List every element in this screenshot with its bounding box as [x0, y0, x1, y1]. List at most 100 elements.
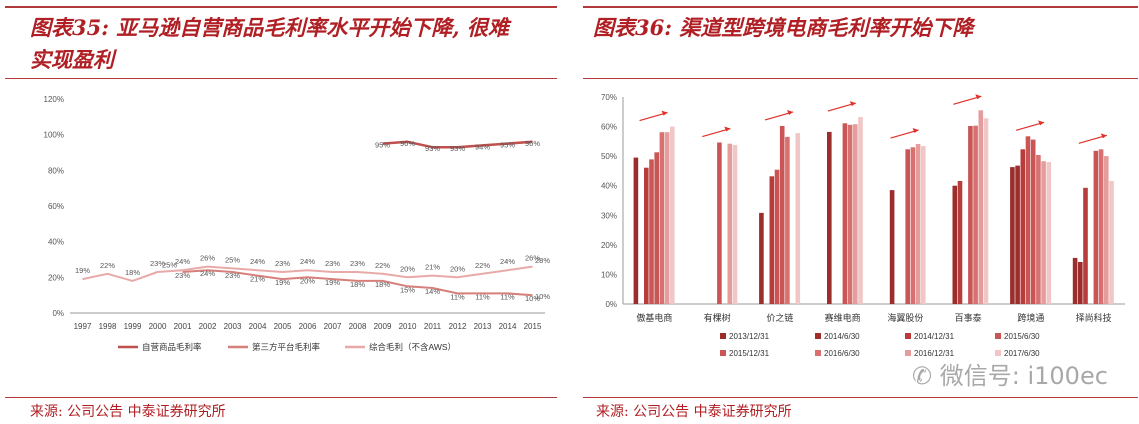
bar: [727, 143, 733, 304]
legend-label: 第三方平台毛利率: [252, 342, 321, 352]
data-label: 25%: [225, 255, 240, 264]
data-label: 24%: [175, 257, 190, 266]
x-tick-label: 跨境通: [1017, 312, 1044, 323]
data-label: 23%: [150, 259, 165, 268]
bar: [1025, 136, 1031, 304]
legend-swatch: [995, 333, 1001, 339]
y-tick-label: 50%: [601, 152, 617, 161]
x-tick-label: 2002: [199, 322, 217, 331]
bar: [732, 144, 738, 304]
data-label: 18%: [375, 280, 390, 289]
data-label: 22%: [100, 261, 115, 270]
x-tick-label: 有棵树: [704, 312, 731, 323]
data-label: 18%: [125, 268, 140, 277]
y-tick-label: 100%: [44, 131, 64, 140]
watermark-text: 微信号: i100ec: [939, 362, 1108, 390]
data-label: 10%: [525, 294, 540, 303]
x-tick-label: 2009: [374, 322, 392, 331]
bar: [785, 136, 790, 304]
x-tick-label: 2010: [399, 322, 417, 331]
trend-arrow: [953, 95, 982, 105]
x-tick-label: 价之链: [766, 312, 793, 323]
trend-arrow: [764, 111, 794, 121]
x-tick-label: 2011: [424, 322, 442, 331]
trend-arrow-head: [661, 110, 668, 116]
data-label: 24%: [200, 269, 215, 278]
data-label: 22%: [375, 261, 390, 270]
bar: [644, 167, 649, 304]
trend-arrow: [890, 129, 919, 139]
bar: [952, 185, 958, 304]
bar: [1020, 149, 1026, 304]
legend-label: 2014/12/31: [914, 332, 955, 341]
legend-label: 2013/12/31: [729, 332, 770, 341]
bar: [858, 117, 863, 304]
bar: [853, 124, 858, 304]
bar: [1030, 139, 1036, 304]
data-label: 19%: [75, 266, 90, 275]
bar: [1041, 161, 1046, 304]
bar: [1078, 262, 1083, 304]
bar: [910, 147, 916, 304]
x-tick-label: 1997: [74, 322, 92, 331]
data-label: 11%: [475, 292, 490, 301]
data-label: 15%: [400, 285, 415, 294]
x-tick-label: 2000: [149, 322, 167, 331]
bar: [759, 212, 764, 304]
legend-label: 2015/12/31: [729, 349, 770, 358]
legend-label: 2014/6/30: [824, 332, 860, 341]
x-tick-label: 1999: [124, 322, 142, 331]
bar: [1083, 187, 1088, 304]
bar: [1104, 156, 1109, 304]
x-tick-label: 2012: [449, 322, 467, 331]
bar: [968, 126, 973, 304]
x-tick-label: 2007: [324, 322, 342, 331]
y-tick-label: 20%: [601, 241, 617, 250]
x-tick-label: 择尚科技: [1076, 312, 1112, 323]
right-top-rule: [583, 6, 1138, 8]
data-label: 26%: [200, 254, 215, 263]
legend-swatch: [905, 333, 911, 339]
y-tick-label: 120%: [44, 95, 64, 104]
left-top-rule: [5, 6, 557, 8]
y-tick-label: 40%: [601, 182, 617, 191]
data-label: 19%: [325, 278, 340, 287]
y-tick-label: 20%: [48, 273, 64, 282]
y-tick-label: 70%: [601, 93, 617, 102]
left-chart-title-line2: 实现盈利: [30, 47, 114, 72]
bar: [983, 118, 989, 304]
data-label: 24%: [500, 257, 515, 266]
trend-arrow: [639, 111, 668, 122]
x-tick-label: 2013: [474, 322, 492, 331]
bar: [795, 133, 801, 304]
wechat-icon: ✆: [912, 362, 933, 390]
trend-arrow-head: [849, 101, 856, 107]
legend-swatch: [995, 350, 1001, 356]
data-label: 95%: [500, 141, 515, 150]
bar: [670, 126, 675, 304]
x-tick-label: 海翼股份: [887, 312, 923, 323]
bar: [664, 132, 670, 304]
bar: [1109, 181, 1114, 304]
y-tick-label: 60%: [48, 202, 64, 211]
bar: [1015, 165, 1020, 304]
y-tick-label: 0%: [52, 309, 64, 318]
data-label: 95%: [375, 141, 390, 150]
trend-arrow-head: [912, 128, 919, 134]
bar: [847, 124, 853, 304]
legend-label: 2015/6/30: [1004, 332, 1040, 341]
bar: [842, 123, 848, 304]
bar: [957, 181, 963, 304]
bar: [654, 152, 659, 304]
bar: [905, 149, 910, 304]
left-bottom-rule: [5, 397, 557, 398]
bar: [889, 190, 895, 304]
trend-arrow-head: [724, 126, 731, 132]
trend-arrow-head: [1038, 120, 1045, 126]
data-label: 19%: [275, 278, 290, 287]
data-label: 94%: [475, 142, 490, 151]
x-tick-label: 赛维电商: [825, 312, 861, 323]
y-tick-label: 60%: [601, 123, 617, 132]
y-tick-label: 10%: [601, 270, 617, 279]
data-label: 25%: [162, 260, 177, 269]
